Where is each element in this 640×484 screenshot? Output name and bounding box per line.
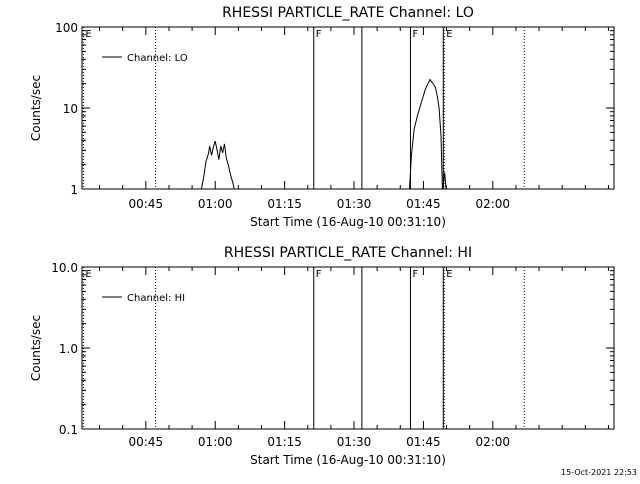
event-marker-label: E (446, 269, 452, 280)
x-tick-label: 01:15 (267, 197, 302, 211)
x-tick-label: 00:45 (129, 435, 164, 449)
legend-entry: Channel: HI (127, 293, 185, 304)
y-tick-label: 1 (70, 183, 78, 197)
event-marker-label: F (316, 269, 322, 280)
y-tick-label: 10 (63, 102, 78, 116)
data-series-line-0-1 (409, 78, 443, 189)
y-axis-label: Counts/sec (29, 75, 43, 141)
x-tick-label: 01:00 (198, 435, 233, 449)
x-axis-label: Start Time (16-Aug-10 00:31:10) (250, 453, 446, 467)
chart-title: RHESSI PARTICLE_RATE Channel: LO (222, 5, 474, 21)
x-tick-label: 02:00 (475, 197, 510, 211)
x-tick-label: 01:30 (337, 197, 372, 211)
chart-title: RHESSI PARTICLE_RATE Channel: HI (224, 245, 472, 261)
event-marker-label: F (412, 29, 418, 40)
event-marker-label: E (85, 29, 91, 40)
y-tick-label: 0.1 (59, 423, 78, 437)
x-tick-label: 01:45 (406, 197, 441, 211)
x-tick-label: 01:30 (337, 435, 372, 449)
y-tick-label: 1.0 (59, 342, 78, 356)
x-tick-label: 01:45 (406, 435, 441, 449)
event-marker-label: F (412, 269, 418, 280)
event-marker-label: E (446, 29, 452, 40)
event-marker-label: F (316, 29, 322, 40)
chart-panel-hi: RHESSI PARTICLE_RATE Channel: HI 0.1 1.0 10… (29, 245, 615, 467)
y-axis-label: Counts/sec (29, 315, 43, 381)
chart-panel-lo: RHESSI PARTICLE_RATE Channel: LO 1 10 100 00… (29, 5, 615, 229)
data-series-line-0-0 (200, 140, 235, 189)
y-tick-label: 100 (55, 21, 78, 35)
event-marker-label: E (85, 269, 91, 280)
y-tick-label: 10.0 (51, 261, 78, 275)
generation-timestamp: 15-Oct-2021 22:53 (561, 468, 637, 477)
data-series-line-0-2 (442, 172, 447, 189)
x-tick-label: 01:00 (198, 197, 233, 211)
legend-entry: Channel: LO (127, 53, 188, 64)
x-axis-label: Start Time (16-Aug-10 00:31:10) (250, 215, 446, 229)
x-tick-label: 01:15 (267, 435, 302, 449)
x-tick-label: 00:45 (129, 197, 164, 211)
x-tick-label: 02:00 (475, 435, 510, 449)
